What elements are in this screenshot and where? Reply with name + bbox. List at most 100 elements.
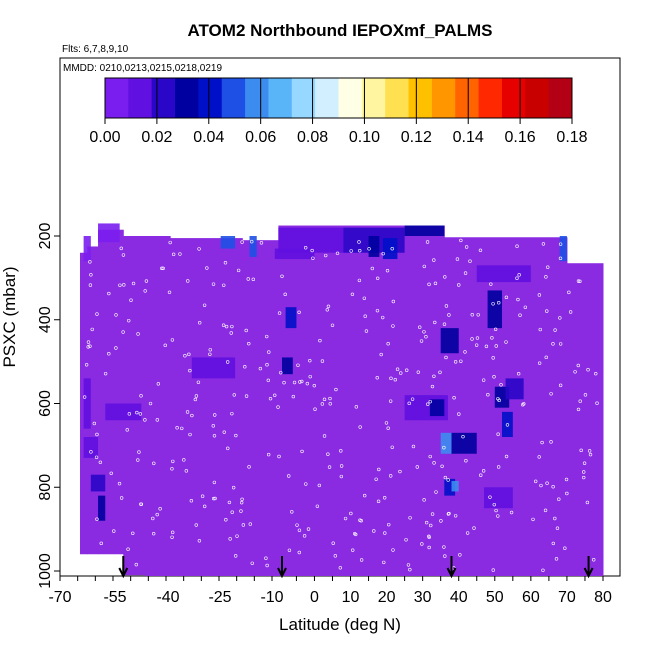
heatmap-cell — [483, 487, 513, 509]
colorbar-tick-label: 0.14 — [453, 129, 484, 146]
sample-point — [391, 299, 396, 304]
sample-point — [315, 504, 320, 508]
sample-point — [439, 519, 443, 523]
sample-point — [380, 315, 385, 320]
sample-point — [287, 548, 292, 552]
x-tick-label: -40 — [156, 589, 179, 606]
sample-point — [239, 500, 244, 505]
sample-point — [268, 396, 273, 401]
sample-point — [233, 554, 238, 558]
sample-point — [470, 337, 474, 341]
sample-point — [429, 523, 433, 528]
colorbar-tick-label: 0.00 — [89, 129, 120, 146]
sample-point — [557, 497, 561, 501]
sample-point — [139, 502, 143, 506]
sample-point — [114, 346, 118, 350]
sample-point — [504, 295, 509, 300]
sample-point — [430, 512, 435, 516]
sample-point — [331, 541, 335, 545]
sample-point — [186, 279, 190, 283]
colorbar-segment — [385, 78, 410, 118]
sample-point — [259, 241, 264, 245]
sample-point — [492, 375, 496, 379]
sample-point — [313, 407, 317, 411]
heatmap-cell — [444, 478, 456, 496]
sample-point — [246, 277, 250, 281]
sample-point — [497, 398, 501, 403]
sample-point — [221, 323, 226, 327]
sample-point — [144, 279, 149, 283]
sample-point — [472, 526, 476, 530]
sample-point — [565, 491, 569, 496]
sample-point — [586, 368, 590, 372]
sample-point — [196, 380, 201, 384]
sample-point — [458, 553, 462, 557]
sample-point — [391, 548, 395, 552]
sample-point — [136, 458, 140, 462]
sample-point — [122, 283, 126, 287]
sample-point — [521, 403, 525, 407]
sample-point — [99, 541, 103, 546]
sample-point — [389, 376, 393, 381]
heatmap-cell — [90, 474, 106, 492]
sample-point — [302, 534, 307, 538]
sample-point — [223, 261, 228, 265]
heatmap-cell — [476, 265, 531, 283]
sample-point — [434, 490, 438, 494]
sample-point — [161, 266, 165, 271]
sample-point — [127, 412, 132, 416]
sample-point — [311, 256, 315, 260]
sample-point — [197, 247, 201, 251]
colorbar-segment — [245, 78, 269, 118]
sample-point — [308, 374, 312, 379]
sample-point — [476, 313, 480, 317]
arrow-markers — [118, 556, 594, 579]
sample-point — [182, 458, 186, 462]
sample-point — [155, 512, 159, 517]
colorbar-segment — [501, 78, 526, 118]
sample-point — [234, 433, 238, 438]
sample-point — [343, 516, 348, 521]
sample-point — [295, 523, 299, 527]
heatmap-cell — [451, 432, 477, 454]
sample-point — [490, 336, 494, 340]
sample-point — [432, 461, 436, 465]
sample-point — [443, 475, 448, 480]
sample-point — [324, 253, 328, 258]
sample-point — [444, 355, 448, 360]
sample-point — [208, 348, 212, 352]
colorbar-segment — [315, 78, 339, 118]
sample-point — [296, 363, 300, 367]
sample-point — [408, 567, 412, 572]
sample-point — [127, 318, 131, 323]
x-tick-label: 0 — [310, 589, 319, 606]
sample-point — [175, 426, 179, 430]
heatmap-cell — [382, 238, 398, 260]
sample-point — [228, 537, 232, 541]
sample-point — [391, 324, 395, 328]
x-tick-label: -25 — [208, 589, 231, 606]
sample-point — [576, 363, 580, 368]
sample-point — [98, 460, 103, 464]
heatmap-cell — [191, 357, 236, 379]
sample-point — [523, 305, 528, 309]
heatmap-cell — [502, 411, 513, 437]
sample-point — [330, 323, 335, 327]
sample-point — [582, 475, 586, 480]
sample-point — [459, 238, 463, 243]
colorbar-tick-label: 0.16 — [505, 129, 536, 146]
sample-point — [418, 325, 422, 329]
heatmap-background-column — [87, 246, 99, 555]
colorbar-segment — [268, 78, 293, 118]
sample-point — [358, 248, 362, 253]
sample-point — [558, 383, 563, 388]
sample-point — [573, 370, 577, 374]
sample-point — [95, 312, 99, 316]
sample-point — [541, 242, 546, 246]
sample-point — [320, 402, 325, 406]
sample-point — [241, 523, 246, 527]
sample-point — [496, 432, 500, 436]
sample-point — [88, 260, 92, 264]
sample-point — [453, 360, 458, 364]
sample-point — [474, 343, 479, 347]
